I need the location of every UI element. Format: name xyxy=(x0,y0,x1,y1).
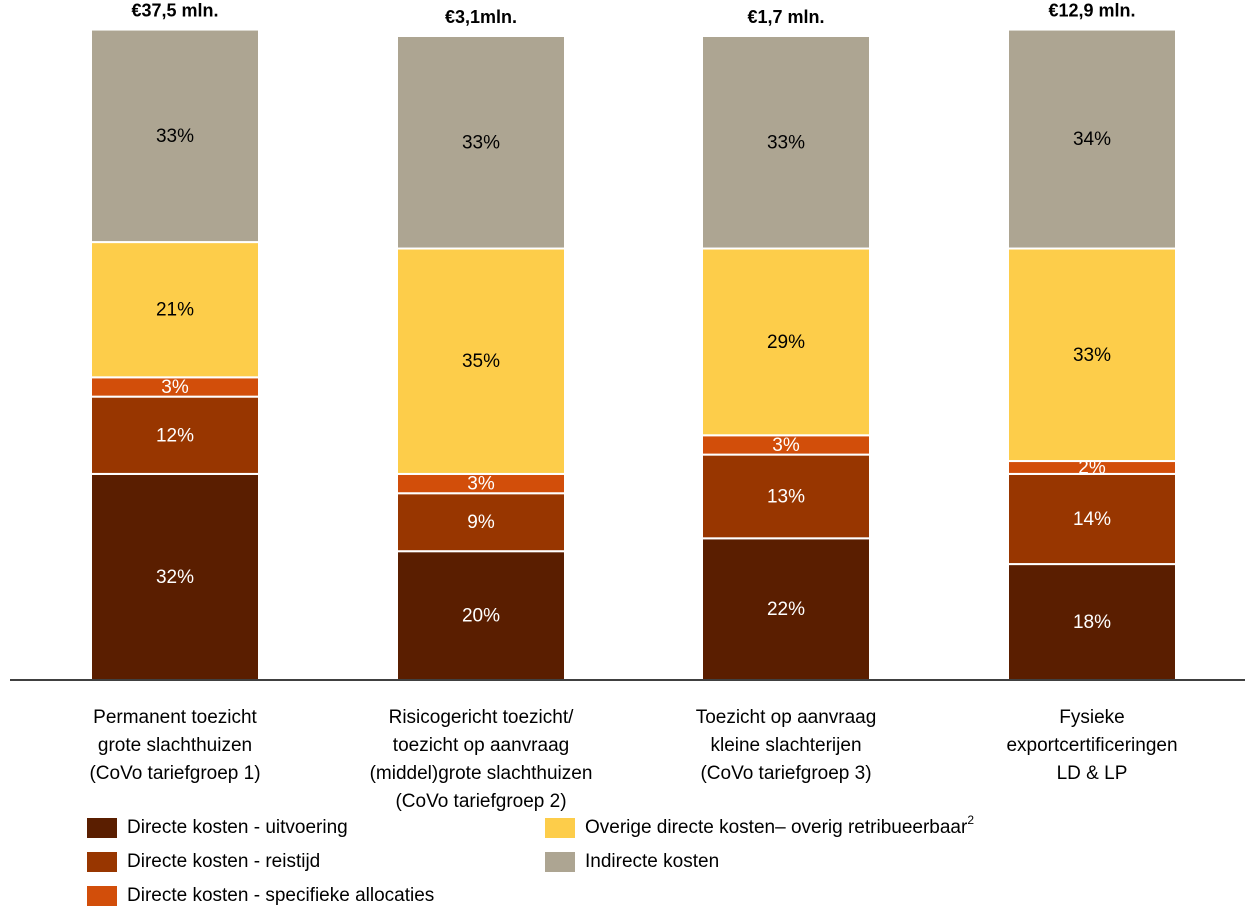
bar-segment xyxy=(90,241,260,379)
bar-segment xyxy=(90,28,260,244)
value-label: 22% xyxy=(767,599,805,620)
bar-segment xyxy=(396,247,566,475)
legend-label: Overige directe kosten– overig retribuee… xyxy=(585,813,974,838)
value-label: 35% xyxy=(462,351,500,372)
value-label: 18% xyxy=(1073,612,1111,633)
x-tick-label: exportcertificeringen xyxy=(1006,735,1177,756)
x-tick-label: Fysieke xyxy=(1059,707,1124,728)
total-label: €12,9 mln. xyxy=(1048,0,1135,20)
bar-segment xyxy=(1007,563,1177,682)
legend-text: Indirecte kosten xyxy=(585,851,719,872)
value-label: 2% xyxy=(1078,457,1106,478)
x-tick-label: (CoVo tariefgroep 3) xyxy=(700,763,871,784)
x-tick-label: Toezicht op aanvraag xyxy=(696,707,877,728)
legend-text: Directe kosten - uitvoering xyxy=(127,817,348,838)
bar-segment xyxy=(701,453,871,540)
x-tick-label: toezicht op aanvraag xyxy=(393,735,569,756)
bar-segment xyxy=(396,35,566,250)
value-label: 3% xyxy=(161,377,189,398)
legend-text: Directe kosten - specifieke allocaties xyxy=(127,885,434,906)
x-tick-label: grote slachthuizen xyxy=(98,735,252,756)
value-label: 3% xyxy=(467,474,495,495)
legend-label: Indirecte kosten xyxy=(585,851,719,872)
value-label: 20% xyxy=(462,606,500,627)
x-tick-label: kleine slachterijen xyxy=(710,735,861,756)
legend-label: Directe kosten - uitvoering xyxy=(127,817,348,838)
x-tick-label: (CoVo tariefgroep 2) xyxy=(395,791,566,812)
value-label: 33% xyxy=(156,126,194,147)
bar-segment xyxy=(1007,247,1177,463)
value-label: 33% xyxy=(767,132,805,153)
x-tick-label: Risicogericht toezicht/ xyxy=(389,707,575,728)
legend-label: Directe kosten - reistijd xyxy=(127,851,320,872)
bar-segment xyxy=(1007,28,1177,250)
value-label: 29% xyxy=(767,332,805,353)
legend-swatch xyxy=(87,818,117,838)
value-label: 33% xyxy=(1073,345,1111,366)
value-label: 34% xyxy=(1073,129,1111,150)
legend-note: 2 xyxy=(967,813,974,827)
bar-segment xyxy=(396,492,566,553)
x-tick-label: (CoVo tariefgroep 1) xyxy=(89,763,260,784)
legend-swatch xyxy=(87,852,117,872)
value-label: 12% xyxy=(156,425,194,446)
legend-label: Directe kosten - specifieke allocaties xyxy=(127,885,434,906)
legend-swatch xyxy=(87,886,117,906)
value-label: 9% xyxy=(467,512,495,533)
legend-text: Overige directe kosten– overig retribuee… xyxy=(585,817,968,838)
value-label: 14% xyxy=(1073,509,1111,530)
legend-swatch xyxy=(545,818,575,838)
value-label: 32% xyxy=(156,567,194,588)
bar-segment xyxy=(90,472,260,682)
value-label: 13% xyxy=(767,486,805,507)
x-tick-label: (middel)grote slachthuizen xyxy=(370,763,593,784)
total-label: €1,7 mln. xyxy=(747,7,824,27)
bar-segment xyxy=(90,395,260,475)
x-tick-label: LD & LP xyxy=(1057,763,1128,784)
value-label: 21% xyxy=(156,300,194,321)
value-label: 3% xyxy=(772,435,800,456)
value-label: 33% xyxy=(462,132,500,153)
x-tick-label: Permanent toezicht xyxy=(93,707,257,728)
legend-swatch xyxy=(545,852,575,872)
total-label: €3,1mln. xyxy=(445,7,517,27)
total-label: €37,5 mln. xyxy=(131,0,218,20)
bar-segment xyxy=(1007,472,1177,566)
bar-segment xyxy=(701,35,871,250)
legend-text: Directe kosten - reistijd xyxy=(127,851,320,872)
